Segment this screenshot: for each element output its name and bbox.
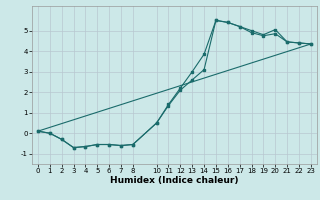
X-axis label: Humidex (Indice chaleur): Humidex (Indice chaleur): [110, 176, 239, 185]
